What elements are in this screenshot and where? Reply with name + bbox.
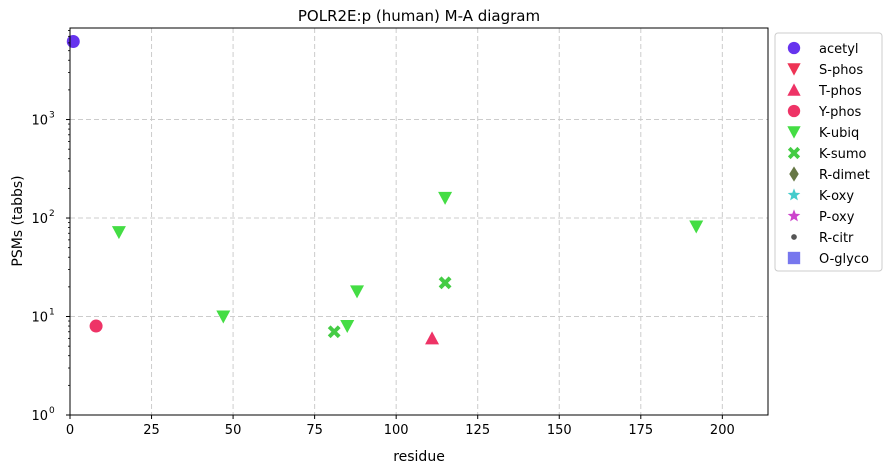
data-point-k-sumo	[327, 325, 341, 339]
legend-marker-k-ubiq	[787, 126, 801, 139]
y-tick-label: 10	[31, 311, 48, 326]
legend-label-r-citr: R-citr	[819, 231, 854, 246]
legend-label-o-glyco: O-glyco	[819, 252, 869, 267]
grid-layer	[70, 28, 768, 415]
y-axis-title: PSMs (tabbs)	[10, 175, 26, 266]
data-point-k-ubiq	[216, 310, 231, 324]
data-point-k-ubiq	[111, 226, 126, 240]
data-point-k-sumo	[438, 276, 452, 290]
y-tick-exponent: 2	[49, 209, 55, 219]
legend-marker-k-oxy	[787, 188, 801, 201]
plot-frame	[69, 27, 769, 416]
data-point-k-ubiq	[340, 320, 355, 334]
legend-label-acetyl: acetyl	[819, 42, 859, 57]
data-point-k-ubiq	[689, 220, 704, 234]
data-point-acetyl	[66, 34, 80, 48]
legend-marker-y-phos	[787, 104, 801, 118]
legend: acetyl S-phos T-phos Y-phos K-ubiq K-sumo R-di…	[774, 32, 883, 272]
legend-label-t-phos: T-phos	[818, 84, 862, 99]
data-point-y-phos	[89, 319, 103, 333]
legend-marker-o-glyco	[787, 251, 801, 265]
legend-marker-acetyl	[787, 41, 801, 55]
x-tick-label: 100	[384, 423, 409, 438]
legend-marker-s-phos	[787, 63, 801, 76]
x-tick-label: 200	[710, 423, 735, 438]
x-tick-label: 125	[465, 423, 490, 438]
y-tick-exponent: 0	[49, 406, 55, 416]
y-tick-exponent: 3	[49, 111, 55, 121]
legend-marker-k-sumo	[787, 146, 801, 160]
x-axis-title: residue	[393, 449, 445, 465]
data-point-t-phos	[425, 331, 440, 345]
x-tick-label: 150	[547, 423, 572, 438]
x-tick-label: 175	[628, 423, 653, 438]
point-layer	[66, 34, 704, 345]
legend-marker-r-dimet	[789, 166, 799, 182]
legend-label-k-sumo: K-sumo	[819, 147, 867, 162]
legend-marker-t-phos	[787, 83, 801, 96]
legend-marker-p-oxy	[787, 209, 801, 222]
legend-label-s-phos: S-phos	[819, 63, 863, 78]
y-tick-label: 10	[31, 409, 48, 424]
x-axis: 0 25 50 75 100 125 150 175 200	[66, 415, 735, 438]
legend-label-y-phos: Y-phos	[818, 105, 862, 120]
legend-marker-r-citr	[791, 234, 797, 240]
legend-label-k-ubiq: K-ubiq	[819, 126, 859, 141]
legend-label-k-oxy: K-oxy	[819, 189, 854, 204]
x-tick-label: 50	[225, 423, 242, 438]
legend-frame	[774, 32, 883, 272]
y-tick-label: 10	[31, 114, 48, 129]
y-tick-label: 10	[31, 212, 48, 227]
legend-label-p-oxy: P-oxy	[819, 210, 855, 225]
data-point-k-ubiq	[438, 191, 453, 205]
legend-label-r-dimet: R-dimet	[819, 168, 870, 183]
y-tick-exponent: 1	[49, 308, 55, 318]
x-tick-label: 0	[66, 423, 74, 438]
data-point-k-ubiq	[350, 285, 365, 299]
x-tick-label: 75	[306, 423, 323, 438]
chart-title: POLR2E:p (human) M-A diagram	[298, 7, 540, 25]
x-tick-label: 25	[143, 423, 160, 438]
